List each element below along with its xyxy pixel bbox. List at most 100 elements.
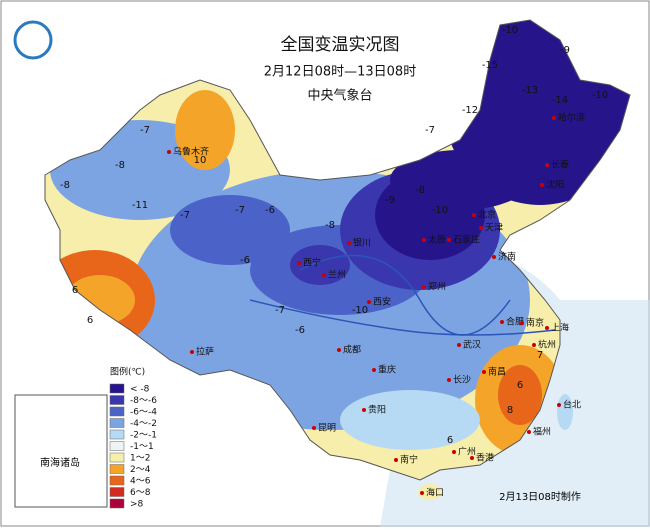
- legend-label: -2～-1: [130, 431, 157, 441]
- inset-label: 南海诸岛: [40, 456, 80, 469]
- title: 全国变温实况图: [281, 35, 400, 55]
- temperature-label: -12: [462, 105, 478, 116]
- legend-swatch: [109, 418, 125, 428]
- legend-swatch: [109, 406, 125, 417]
- footer: 2月13日08时制作: [499, 490, 581, 503]
- city-label: 长沙: [453, 374, 471, 386]
- city-dot: [337, 348, 341, 352]
- temperature-label: -13: [522, 85, 538, 96]
- legend-label: -1～1: [130, 442, 154, 452]
- city-label: 兰州: [328, 269, 346, 281]
- city-label: 南京: [526, 317, 544, 329]
- temperature-label: -7: [180, 210, 190, 221]
- city-label: 哈尔滨: [558, 112, 585, 124]
- legend-label: >8: [130, 500, 144, 510]
- city-dot: [167, 150, 171, 154]
- temperature-label: -7: [425, 125, 435, 136]
- temperature-label: 6: [447, 435, 453, 446]
- temperature-label: -8: [415, 185, 425, 196]
- city-label: 天津: [485, 223, 503, 234]
- city-label: 济南: [498, 251, 516, 263]
- river: [249, 299, 556, 336]
- city-label: 上海: [551, 322, 569, 334]
- city-dot: [520, 321, 524, 325]
- city-dot: [447, 378, 451, 382]
- inset: [14, 394, 108, 508]
- city-label: 海口: [426, 487, 444, 499]
- city-label: 成都: [343, 344, 361, 356]
- city-dot: [545, 326, 549, 330]
- city-label: 沈阳: [546, 179, 564, 191]
- city-label: 西宁: [303, 257, 321, 269]
- city-dot: [367, 300, 371, 304]
- legend-label: 6～8: [130, 488, 151, 498]
- temperature-label: -10: [432, 205, 448, 216]
- city-label: 南宁: [400, 454, 418, 466]
- temperature-label: -9: [560, 45, 570, 56]
- river: [299, 254, 511, 336]
- city-dot: [472, 213, 476, 217]
- temperature-label: 6: [72, 285, 78, 296]
- city-dot: [347, 241, 351, 245]
- city-label: 乌鲁木齐: [173, 146, 209, 158]
- temperature-label: -6: [265, 205, 275, 216]
- temperature-label: -7: [140, 125, 150, 136]
- temperature-label: -6: [295, 325, 305, 336]
- city-dot: [190, 350, 194, 354]
- legend-swatch: [109, 441, 125, 451]
- city-dot: [362, 408, 366, 412]
- temperature-label: -10: [502, 25, 518, 36]
- city-dot: [557, 403, 561, 407]
- legend-swatch: [109, 452, 125, 463]
- issuer: 中央气象台: [307, 88, 372, 104]
- taiwan: [557, 394, 573, 430]
- city-dot: [500, 320, 504, 324]
- legend-label: 1～2: [130, 454, 150, 464]
- city-dot: [297, 261, 301, 265]
- hainan: [418, 484, 442, 500]
- legend-label: -4～-2: [130, 419, 157, 429]
- city-dot: [420, 491, 424, 495]
- legend-swatch: [109, 429, 125, 440]
- city-label: 杭州: [538, 339, 556, 351]
- city-dot: [422, 238, 426, 242]
- legend-swatch: [109, 475, 125, 486]
- city-dot: [540, 183, 544, 187]
- legend-label: -6～-4: [130, 408, 157, 418]
- legend-swatch: [109, 464, 125, 474]
- city-label: 昆明: [318, 423, 336, 434]
- city-dot: [447, 238, 451, 242]
- border-line: [44, 19, 631, 481]
- city-label: 重庆: [378, 364, 396, 376]
- city-label: 太原: [428, 234, 446, 246]
- temperature-label: 6: [517, 380, 523, 391]
- temperature-label: 6: [87, 315, 93, 326]
- city-dot: [527, 430, 531, 434]
- legend-swatch: [109, 498, 125, 509]
- temperature-label: -10: [352, 305, 368, 316]
- subtitle: 2月12日08时—13日08时: [264, 65, 416, 80]
- temperature-label: -6: [240, 255, 250, 266]
- city-dot: [322, 273, 326, 277]
- temperature-label: -7: [275, 305, 285, 316]
- temperature-label: -9: [385, 195, 395, 206]
- city-label: 合肥: [506, 316, 524, 328]
- temperature-label: -8: [115, 160, 125, 171]
- temperature-label: -11: [132, 200, 148, 211]
- city-dot: [457, 343, 461, 347]
- city-dot: [492, 255, 496, 259]
- temperature-label: -7: [235, 205, 245, 216]
- city-dot: [422, 285, 426, 289]
- city-label: 长春: [551, 159, 569, 171]
- temperature-label: 8: [507, 405, 513, 416]
- city-label: 福州: [533, 426, 551, 438]
- city-label: 武汉: [463, 339, 481, 351]
- city-label: 西安: [373, 296, 391, 308]
- city-dot: [479, 226, 483, 230]
- city-label: 南昌: [488, 366, 506, 378]
- city-label: 贵阳: [368, 404, 386, 416]
- legend-label: < -8: [130, 385, 150, 395]
- temperature-label: 7: [537, 350, 543, 361]
